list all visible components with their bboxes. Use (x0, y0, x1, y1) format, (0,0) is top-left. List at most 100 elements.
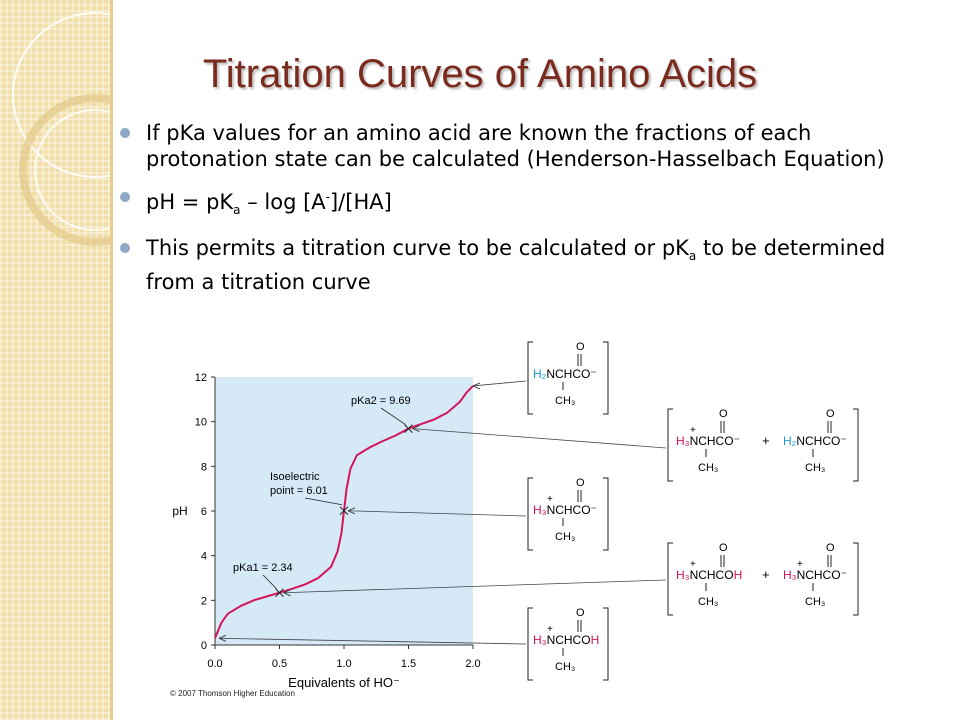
equation-subscript: a (233, 203, 241, 218)
equation-superscript: - (325, 190, 330, 204)
plus-sign: + (762, 567, 770, 582)
equation-part: – log [A (240, 190, 326, 214)
bracket-left (527, 477, 533, 551)
plus-charge-sign: + (797, 559, 803, 570)
carbonyl-oxygen: O (826, 408, 835, 420)
plus-charge-sign: + (690, 559, 696, 570)
y-tick-label: 4 (201, 551, 207, 563)
x-tick-label: 2.0 (465, 658, 480, 670)
structure-formula: H₃NCHCO⁻ (676, 434, 740, 448)
equation-part: ]/[HA] (329, 190, 392, 214)
annotation-leader (380, 407, 406, 425)
bracket-left (667, 542, 673, 616)
x-tick-label: 1.0 (336, 658, 351, 670)
carbonyl-oxygen: O (576, 477, 585, 489)
methyl-group: CH₃ (555, 661, 575, 673)
structure-formula: H₃NCHCO⁻ (783, 568, 847, 582)
methyl-group: CH₃ (698, 462, 718, 474)
annotation-label: Isoelectric (270, 471, 320, 483)
pointer-arrow-line (347, 510, 527, 517)
structure-panels: H₂NCHCO⁻OCH₃H₃NCHCO⁻+OCH₃H₂NCHCO⁻OCH₃+H₃… (527, 341, 859, 681)
carbonyl-oxygen: O (719, 542, 728, 554)
arrow-head-icon (412, 425, 420, 433)
annotation-marker (339, 506, 349, 516)
carbonyl-oxygen: O (576, 607, 585, 619)
y-tick-label: 10 (195, 417, 207, 429)
bracket-right (853, 408, 859, 482)
plus-charge-sign: + (690, 425, 696, 436)
structure-formula: H₂NCHCO⁻ (533, 367, 597, 381)
bullet-text: to be determined from a titration curve (146, 236, 886, 295)
figure-credit: © 2007 Thomson Higher Education (170, 689, 295, 698)
plus-charge-sign: + (547, 494, 553, 505)
bullet-list: If pKa values for an amino acid are know… (120, 120, 900, 307)
y-tick-label: 6 (201, 506, 207, 518)
x-tick-label: 1.5 (401, 658, 416, 670)
annotation-label: point = 6.01 (270, 485, 328, 497)
bullet-subscript: a (688, 249, 697, 264)
bracket-right (853, 542, 859, 616)
x-tick-label: 0.5 (272, 658, 287, 670)
carbonyl-oxygen: O (576, 341, 585, 353)
annotation-marker (404, 424, 413, 433)
y-tick-label: 8 (201, 461, 207, 473)
bullet-item: pH = pKa – log [A-]/[HA] (120, 184, 900, 223)
structure-arrows (218, 380, 667, 645)
plus-charge-sign: + (547, 624, 553, 635)
y-tick-label: 2 (201, 595, 207, 607)
bracket-left (527, 341, 533, 415)
annotation-label: pKa2 = 9.69 (351, 395, 411, 407)
carbonyl-oxygen: O (719, 408, 728, 420)
x-axis-label: Equivalents of HO⁻ (288, 675, 400, 690)
plus-sign: + (762, 433, 770, 448)
pointer-arrow-line (283, 579, 667, 594)
arrow-head-icon (283, 589, 291, 597)
chart-ticks: 0 2 4 6 8 10 12 0.0 0.5 1.0 1.5 2.0 (195, 372, 481, 670)
pointer-arrow-line (218, 637, 527, 645)
arrow-head-icon (472, 382, 481, 390)
pointer-arrow-line (412, 428, 667, 449)
pointer-arrow-line (472, 380, 527, 387)
bullet-item: If pKa values for an amino acid are know… (120, 120, 900, 172)
x-tick-label: 0.0 (207, 658, 222, 670)
carbonyl-oxygen: O (826, 542, 835, 554)
y-tick-label: 0 (201, 640, 207, 652)
methyl-group: CH₃ (555, 531, 575, 543)
bullet-item: This permits a titration curve to be cal… (120, 235, 900, 295)
annotation-marker (275, 588, 284, 598)
structure-formula: H₃NCHCO⁻ (533, 503, 597, 517)
y-tick-label: 12 (195, 372, 207, 384)
slide-title: Titration Curves of Amino Acids (202, 52, 758, 96)
y-axis-label: pH (172, 504, 187, 518)
bracket-right (603, 477, 609, 551)
methyl-group: CH₃ (805, 596, 825, 608)
equation-part: pH = pK (146, 190, 234, 214)
bullet-text: This permits a titration curve to be cal… (146, 236, 689, 261)
structure-formula: H₂NCHCO⁻ (783, 434, 847, 448)
bullet-dot-icon (120, 192, 130, 202)
structure-formula: H₃NCHCOH (676, 568, 742, 582)
arrow-head-icon (347, 507, 356, 515)
bracket-left (667, 408, 673, 482)
structure-panel: H₃NCHCO⁻+ O CH₃ (527, 477, 609, 551)
bracket-right (603, 607, 609, 681)
structure-panel: H₂NCHCO⁻ O CH₃ (527, 341, 609, 415)
chart-annotations: pKa1 = 2.34 Isoelectric point = 6.01 pKa2 =… (233, 395, 413, 598)
bracket-right (603, 341, 609, 415)
structure-formula: H₃NCHCOH (533, 633, 599, 647)
bracket-left (527, 607, 533, 681)
methyl-group: CH₃ (805, 462, 825, 474)
methyl-group: CH₃ (555, 395, 575, 407)
annotation-leader (304, 497, 343, 506)
sidebar-border (110, 0, 113, 720)
bullet-text: If pKa values for an amino acid are know… (146, 121, 885, 171)
bullet-dot-icon (120, 243, 130, 254)
annotation-label: pKa1 = 2.34 (233, 562, 293, 574)
bullet-dot-icon (120, 128, 130, 138)
decorative-sidebar (0, 0, 178, 720)
arrow-head-icon (218, 634, 227, 642)
structure-panel: H₃NCHCOH+ O CH₃ (527, 607, 609, 681)
